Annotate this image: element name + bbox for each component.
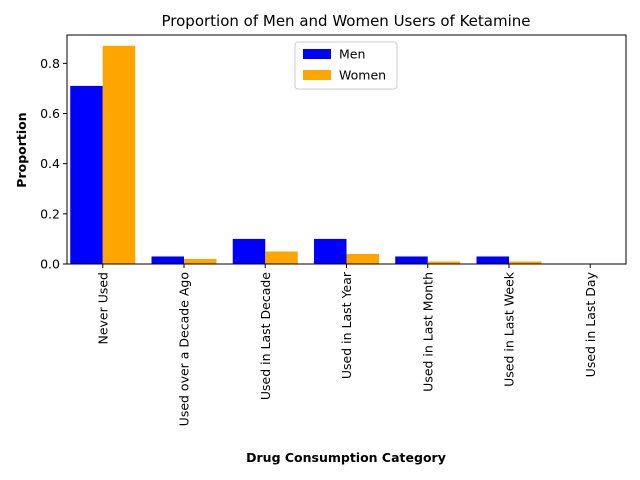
bar-men-1 bbox=[151, 256, 184, 264]
x-tick-label: Used in Last Month bbox=[420, 272, 435, 392]
y-tick-label: 0.0 bbox=[40, 257, 60, 272]
legend-label-women: Women bbox=[339, 68, 386, 83]
bar-women-1 bbox=[184, 258, 217, 264]
legend-label-men: Men bbox=[339, 47, 365, 62]
legend: Men Women bbox=[294, 41, 398, 90]
bar-men-3 bbox=[314, 238, 347, 264]
chart-title: Proportion of Men and Women Users of Ket… bbox=[162, 12, 531, 30]
x-tick-label: Used in Last Day bbox=[583, 271, 598, 377]
plot-area: 0.0 0.2 0.4 0.6 0.8 Never Used Used over a Dec… bbox=[40, 34, 627, 426]
bar-women-2 bbox=[265, 251, 298, 264]
x-axis-label: Drug Consumption Category bbox=[246, 450, 446, 465]
x-tick-label: Used in Last Decade bbox=[258, 272, 273, 400]
bar-men-4 bbox=[395, 256, 428, 264]
y-axis-label: Proportion bbox=[14, 112, 29, 187]
bar-women-4 bbox=[427, 261, 461, 264]
bar-men-5 bbox=[476, 256, 509, 264]
x-tick-label: Never Used bbox=[95, 272, 110, 345]
y-tick-label: 0.2 bbox=[40, 206, 60, 221]
bar-men-0 bbox=[70, 85, 103, 265]
bar-women-3 bbox=[346, 253, 379, 264]
legend-swatch-women bbox=[303, 70, 331, 80]
legend-swatch-men bbox=[303, 49, 331, 59]
bar-women-5 bbox=[509, 261, 542, 264]
y-tick-label: 0.8 bbox=[40, 56, 60, 71]
bar-women-0 bbox=[102, 45, 136, 264]
x-tick-label: Used over a Decade Ago bbox=[177, 272, 192, 426]
x-tick-label: Used in Last Week bbox=[502, 271, 517, 387]
y-tick-label: 0.6 bbox=[40, 106, 60, 121]
bar-men-2 bbox=[232, 238, 266, 264]
x-tick-label: Used in Last Year bbox=[339, 271, 354, 379]
y-tick-label: 0.4 bbox=[40, 156, 60, 171]
